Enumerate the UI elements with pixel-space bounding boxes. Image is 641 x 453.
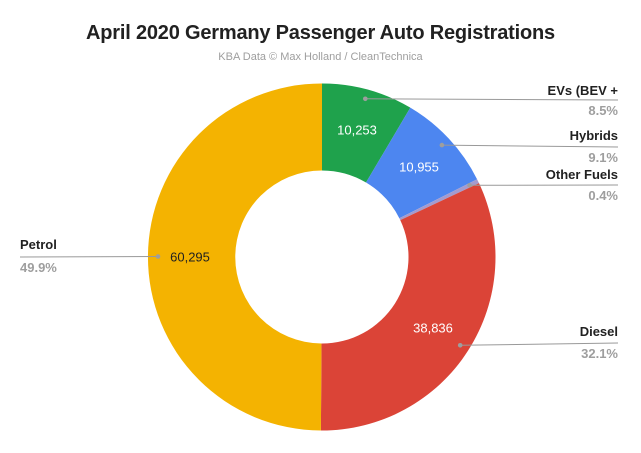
leader-line-hybrids <box>441 144 619 148</box>
leader-dot-diesel <box>457 343 463 348</box>
chart-title: April 2020 Germany Passenger Auto Regist… <box>86 22 555 44</box>
leader-dot-other-fuels <box>467 183 472 188</box>
slice-petrol <box>147 83 322 431</box>
slice-evs-bev <box>322 83 411 183</box>
leader-dot-petrol <box>155 254 161 259</box>
slice-other-fuels <box>399 179 479 221</box>
leader-line-petrol <box>19 256 159 258</box>
leader-dot-evs-bev <box>363 96 368 102</box>
leader-line-diesel <box>460 342 619 346</box>
chart-subtitle: KBA Data © Max Holland / CleanTechnica <box>218 51 423 63</box>
leader-dot-hybrids <box>439 142 445 148</box>
slice-hybrids <box>366 107 478 219</box>
slice-diesel <box>320 183 496 431</box>
leader-line-evs-bev <box>365 98 619 101</box>
